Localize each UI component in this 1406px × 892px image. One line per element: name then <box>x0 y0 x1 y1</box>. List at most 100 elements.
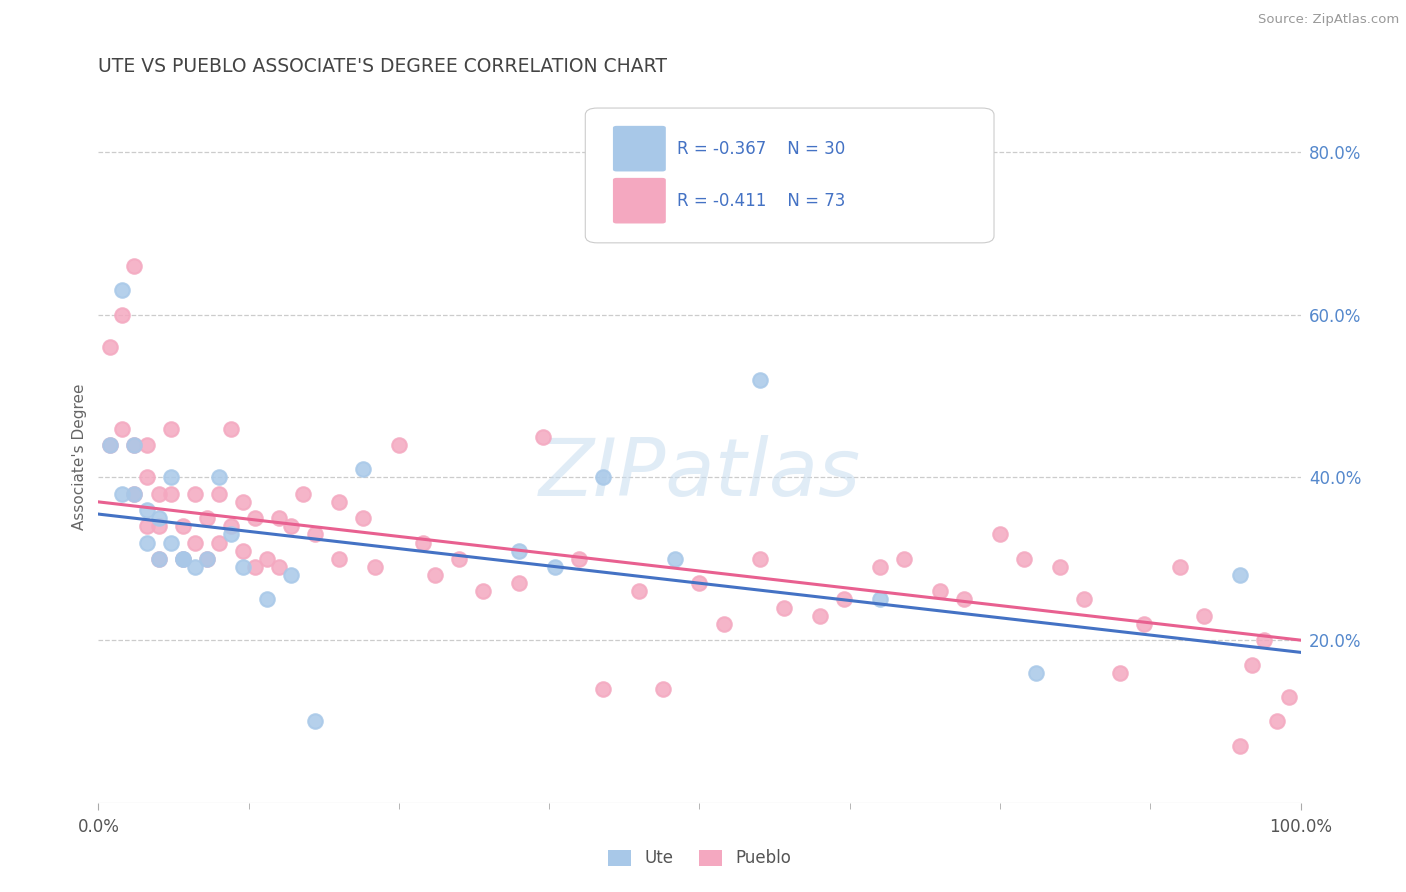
Point <box>664 551 686 566</box>
Point <box>592 470 614 484</box>
Point <box>111 422 134 436</box>
Point <box>352 462 374 476</box>
Point <box>953 592 976 607</box>
Point <box>291 487 314 501</box>
Point <box>267 511 290 525</box>
Point <box>100 438 122 452</box>
Point <box>148 551 170 566</box>
Point <box>267 560 290 574</box>
Point <box>172 551 194 566</box>
Point <box>148 511 170 525</box>
Point <box>447 551 470 566</box>
Point <box>1229 739 1251 753</box>
Point <box>1012 551 1035 566</box>
Point <box>111 284 134 298</box>
Legend: Ute, Pueblo: Ute, Pueblo <box>602 843 797 874</box>
Point <box>1265 714 1288 729</box>
Point <box>388 438 411 452</box>
Point <box>159 535 181 549</box>
Point <box>1229 568 1251 582</box>
Text: UTE VS PUEBLO ASSOCIATE'S DEGREE CORRELATION CHART: UTE VS PUEBLO ASSOCIATE'S DEGREE CORRELA… <box>98 57 668 76</box>
Point <box>172 551 194 566</box>
Point <box>531 430 554 444</box>
Point <box>328 551 350 566</box>
Point <box>195 551 218 566</box>
Point <box>124 487 146 501</box>
Point <box>808 608 831 623</box>
Point <box>472 584 495 599</box>
Point <box>423 568 446 582</box>
Point <box>352 511 374 525</box>
Text: R = -0.367    N = 30: R = -0.367 N = 30 <box>676 140 845 158</box>
FancyBboxPatch shape <box>585 108 994 243</box>
Point <box>1253 633 1275 648</box>
Point <box>111 487 134 501</box>
Point <box>1109 665 1132 680</box>
Point <box>124 487 146 501</box>
Point <box>135 470 157 484</box>
Point <box>183 560 205 574</box>
Point <box>195 551 218 566</box>
Point <box>124 438 146 452</box>
Point <box>988 527 1011 541</box>
Point <box>135 503 157 517</box>
Point <box>544 560 567 574</box>
Point <box>232 495 254 509</box>
Point <box>748 551 770 566</box>
Point <box>508 543 530 558</box>
Point <box>508 576 530 591</box>
Point <box>208 470 231 484</box>
Point <box>243 560 266 574</box>
Point <box>713 616 735 631</box>
Point <box>159 487 181 501</box>
Point <box>652 681 675 696</box>
Point <box>832 592 855 607</box>
Point <box>748 373 770 387</box>
Point <box>1025 665 1047 680</box>
Point <box>256 551 278 566</box>
Point <box>1073 592 1095 607</box>
Text: Source: ZipAtlas.com: Source: ZipAtlas.com <box>1258 13 1399 27</box>
Point <box>183 487 205 501</box>
Point <box>1049 560 1071 574</box>
Point <box>232 543 254 558</box>
Point <box>195 511 218 525</box>
Point <box>100 438 122 452</box>
Point <box>243 511 266 525</box>
Point <box>1277 690 1299 704</box>
Point <box>1170 560 1192 574</box>
Text: R = -0.411    N = 73: R = -0.411 N = 73 <box>676 192 845 210</box>
Point <box>135 519 157 533</box>
Point <box>280 519 302 533</box>
Point <box>219 422 242 436</box>
Point <box>304 714 326 729</box>
Point <box>869 592 891 607</box>
Point <box>148 487 170 501</box>
Point <box>148 551 170 566</box>
Point <box>159 470 181 484</box>
Point <box>208 535 231 549</box>
Point <box>172 519 194 533</box>
Point <box>304 527 326 541</box>
Point <box>135 535 157 549</box>
Point <box>124 438 146 452</box>
Point <box>772 600 794 615</box>
Point <box>124 259 146 273</box>
Point <box>893 551 915 566</box>
Point <box>280 568 302 582</box>
Point <box>100 340 122 354</box>
Text: ZIPatlas: ZIPatlas <box>538 435 860 514</box>
Point <box>928 584 950 599</box>
Point <box>364 560 387 574</box>
Point <box>568 551 591 566</box>
Point <box>159 422 181 436</box>
Y-axis label: Associate's Degree: Associate's Degree <box>72 384 87 531</box>
Point <box>172 551 194 566</box>
Point <box>208 487 231 501</box>
Point <box>256 592 278 607</box>
Point <box>628 584 651 599</box>
Point <box>111 308 134 322</box>
Point <box>869 560 891 574</box>
Point <box>135 438 157 452</box>
Point <box>1133 616 1156 631</box>
